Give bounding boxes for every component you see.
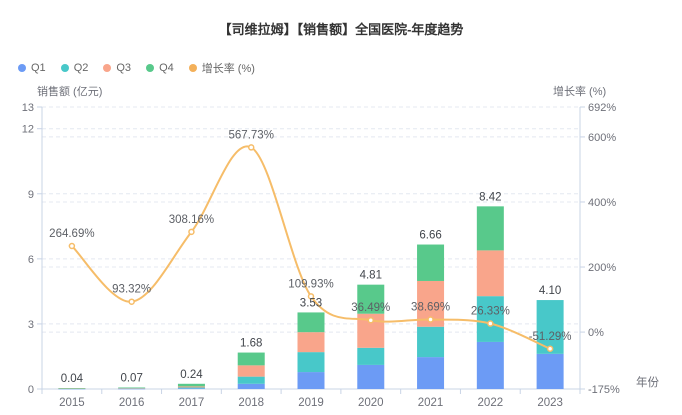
line-point-2019[interactable] xyxy=(307,293,315,300)
left-axis-tick-label: 13 xyxy=(22,102,34,114)
line-point-2022[interactable] xyxy=(487,320,494,327)
bar-2017-q4[interactable] xyxy=(177,383,205,387)
right-axis-tick-label: 692% xyxy=(588,102,616,114)
legend-dot-icon xyxy=(188,64,197,72)
chart-title: 【司维拉姆】【销售额】全国医院-年度趋势 xyxy=(218,22,464,37)
growth-label-2018: 567.73% xyxy=(229,129,274,141)
legend-item-growth-rate[interactable]: 增长率 (%) xyxy=(188,60,255,76)
left-axis-tick-label: 12 xyxy=(22,124,34,136)
bar-2018-q3[interactable] xyxy=(237,365,265,377)
bar-2018-q2[interactable] xyxy=(237,376,265,384)
x-axis-label-2021: 2021 xyxy=(418,397,444,409)
bar-2019-q4[interactable] xyxy=(297,312,325,333)
left-axis-tick-label: 9 xyxy=(28,189,34,201)
legend-item-q3[interactable]: Q3 xyxy=(103,62,131,74)
growth-label-2021: 38.69% xyxy=(411,301,450,313)
bar-2019-q3[interactable] xyxy=(297,332,325,353)
x-axis-label-2015: 2015 xyxy=(59,397,85,409)
growth-rate-line xyxy=(71,145,551,350)
legend-item-q4[interactable]: Q4 xyxy=(146,62,174,74)
line-point-2017[interactable] xyxy=(188,228,195,236)
x-axis-label-2022: 2022 xyxy=(478,397,504,409)
bar-2016-q2[interactable] xyxy=(118,388,146,389)
x-axis-label-2017: 2017 xyxy=(179,397,205,409)
growth-label-2015: 264.69% xyxy=(49,228,94,240)
bar-total-label-2015: 0.04 xyxy=(61,373,84,385)
bar-2017-q1[interactable] xyxy=(177,388,205,389)
bar-total-label-2018: 1.68 xyxy=(240,338,262,350)
bar-2017-q3[interactable] xyxy=(177,386,205,388)
x-axis-name: 年份 xyxy=(636,375,659,389)
line-point-2015[interactable] xyxy=(68,242,76,250)
legend-label: Q3 xyxy=(116,62,132,74)
left-axis-tick-label: 3 xyxy=(28,319,34,331)
bar-2016-q4[interactable] xyxy=(118,387,146,388)
growth-label-2020: 36.49% xyxy=(351,302,390,314)
bar-2022-q3[interactable] xyxy=(476,250,504,297)
legend-label: Q1 xyxy=(31,62,46,74)
legend-dot-icon xyxy=(18,64,26,72)
growth-label-2019: 109.93% xyxy=(288,278,333,290)
line-point-2020[interactable] xyxy=(367,316,375,324)
x-axis-label-2020: 2020 xyxy=(358,397,384,409)
line-point-2016[interactable] xyxy=(128,298,135,305)
legend-item-q2[interactable]: Q2 xyxy=(60,62,89,74)
legend-label: Q2 xyxy=(73,62,89,74)
bar-2022-q2[interactable] xyxy=(476,296,504,342)
bar-2022-q1[interactable] xyxy=(476,341,504,389)
bar-2019-q2[interactable] xyxy=(297,352,325,373)
right-axis-tick-label: 400% xyxy=(588,197,616,209)
right-axis-tick-label: 600% xyxy=(588,132,616,144)
bar-2020-q2[interactable] xyxy=(357,347,385,365)
bar-total-label-2017: 0.24 xyxy=(180,369,203,381)
bar-2021-q1[interactable] xyxy=(417,357,445,389)
legend: Q1 Q2 Q3 Q4 增长率 (%) xyxy=(18,60,255,76)
bar-total-label-2020: 4.81 xyxy=(360,270,382,282)
left-axis-name: 销售额 (亿元) xyxy=(37,84,102,98)
line-point-2023[interactable] xyxy=(546,345,554,353)
bar-2015-q4[interactable] xyxy=(58,388,86,389)
growth-label-2022: 26.33% xyxy=(471,306,510,318)
legend-label: 增长率 (%) xyxy=(201,63,255,75)
right-axis-tick-label: -175% xyxy=(588,384,620,396)
bar-2017-q2[interactable] xyxy=(177,387,205,389)
legend-dot-icon xyxy=(146,64,155,72)
right-axis-tick-label: 200% xyxy=(588,262,616,274)
legend-dot-icon xyxy=(103,64,112,72)
bar-total-label-2016: 0.07 xyxy=(120,372,142,384)
bar-2020-q4[interactable] xyxy=(357,284,385,314)
left-axis-tick-label: 0 xyxy=(28,384,34,396)
line-point-2021[interactable] xyxy=(427,316,434,323)
bar-total-label-2021: 6.66 xyxy=(419,230,441,242)
bar-2016-q3[interactable] xyxy=(118,387,146,389)
legend-label: Q4 xyxy=(159,62,174,74)
bar-2022-q4[interactable] xyxy=(476,206,504,251)
growth-label-2017: 308.16% xyxy=(169,214,214,226)
growth-label-2016: 93.32% xyxy=(112,284,151,296)
bar-2021-q2[interactable] xyxy=(417,326,445,358)
x-axis-label-2019: 2019 xyxy=(298,397,324,409)
bar-total-label-2022: 8.42 xyxy=(479,191,501,203)
left-axis-tick-label: 6 xyxy=(28,254,34,266)
bar-2021-q4[interactable] xyxy=(417,244,445,281)
x-axis-label-2018: 2018 xyxy=(238,397,264,409)
x-axis-label-2016: 2016 xyxy=(119,397,145,409)
bar-total-label-2019: 3.53 xyxy=(300,297,322,309)
x-axis-label-2023: 2023 xyxy=(537,397,563,409)
bar-2023-q1[interactable] xyxy=(536,353,564,389)
bar-2018-q4[interactable] xyxy=(237,352,265,366)
bar-2019-q1[interactable] xyxy=(297,372,325,389)
bar-2020-q1[interactable] xyxy=(357,364,385,389)
bar-2018-q1[interactable] xyxy=(237,383,265,389)
growth-label-2023: -51.29% xyxy=(529,331,572,343)
legend-item-q1[interactable]: Q1 xyxy=(18,62,46,74)
line-point-2018[interactable] xyxy=(247,144,255,151)
bar-total-label-2023: 4.10 xyxy=(539,285,561,297)
bar-2016-q1[interactable] xyxy=(118,388,146,390)
legend-dot-icon xyxy=(60,64,69,72)
right-axis-name: 增长率 (%) xyxy=(553,84,606,98)
right-axis-tick-label: 0% xyxy=(588,327,604,339)
